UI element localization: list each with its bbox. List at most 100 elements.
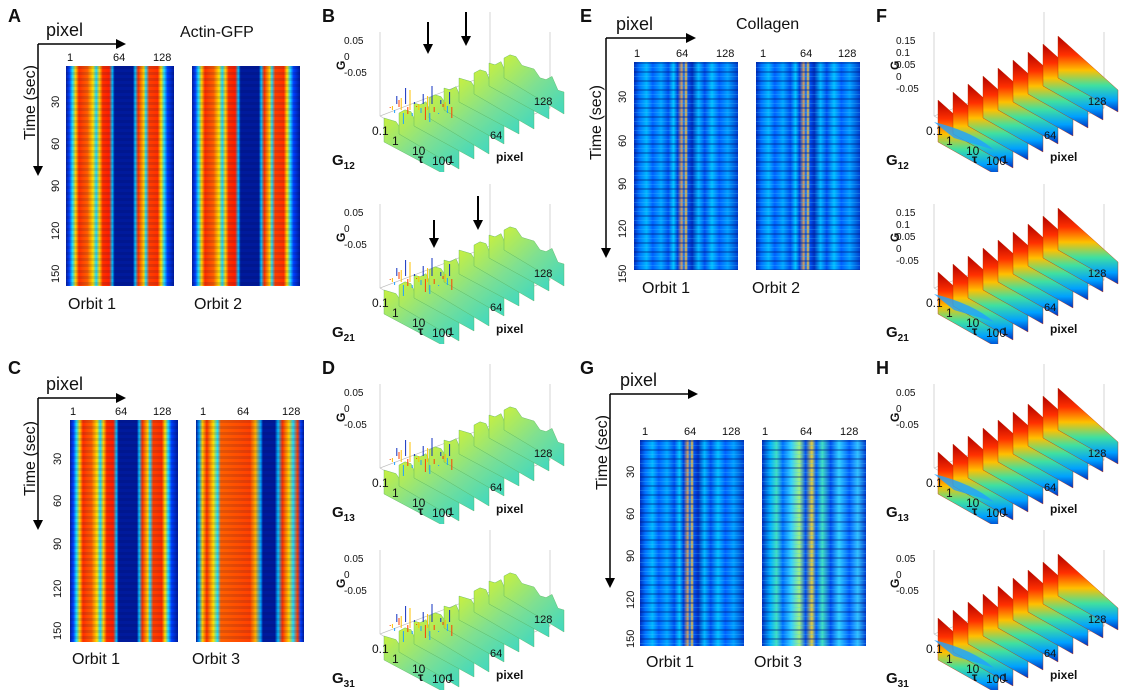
correlation-label: G31 [332, 670, 355, 690]
y-tick: 150 [52, 621, 64, 640]
correlation-surface-plot [379, 530, 565, 690]
tau-tick: 1 [946, 652, 953, 666]
tau-tick: 10 [412, 496, 426, 510]
x-tick: 128 [153, 52, 172, 64]
correlation-label-sub: 12 [897, 161, 909, 172]
tau-tick: 100 [986, 506, 1007, 520]
pixel-axis-label: pixel [496, 668, 524, 682]
y-tick: 0 [344, 224, 350, 235]
correlation-surface-plot [933, 530, 1119, 690]
y-tick: 0.05 [896, 388, 916, 399]
x-tick: 128 [722, 426, 741, 438]
y-tick: 30 [617, 90, 629, 103]
tau-tick: 0.1 [372, 642, 389, 656]
orbit-label: Orbit 2 [752, 280, 801, 297]
pixel-tick: 64 [490, 302, 503, 314]
pixel-tick: 1 [1002, 506, 1009, 518]
pixel-tick: 128 [534, 448, 553, 460]
x-tick: 1 [67, 52, 74, 64]
surface-ridge [1057, 35, 1119, 113]
time-axis-label: Time (sec) [22, 65, 39, 140]
x-tick: 64 [676, 48, 689, 60]
arrow-head [461, 36, 471, 46]
surface-base [934, 294, 994, 322]
y-tick: 90 [617, 177, 629, 190]
y-tick: -0.05 [896, 586, 919, 597]
x-tick: 1 [642, 426, 649, 438]
correlation-label: G31 [886, 670, 909, 690]
tau-tick: 100 [432, 154, 453, 168]
axis-arrows [605, 389, 698, 588]
tau-tick: 0.1 [926, 476, 943, 490]
pixel-axis-label: pixel [496, 150, 524, 164]
orbit-label: Orbit 2 [194, 296, 243, 313]
surface-ridge [1057, 207, 1119, 285]
correlation-label: G21 [886, 324, 909, 344]
pixel-axis-label: pixel [496, 502, 524, 516]
pixel-axis-label: pixel [46, 20, 84, 40]
x-tick: 64 [237, 406, 250, 418]
y-tick: 60 [52, 494, 64, 507]
correlation-surface-plot [379, 364, 565, 524]
correlation-surface-plot [379, 12, 565, 172]
x-tick: 64 [684, 426, 697, 438]
pixel-tick: 1 [448, 326, 455, 338]
pixel-axis-label: pixel [1050, 322, 1078, 336]
orbit-label: Orbit 3 [192, 651, 241, 668]
y-tick: 120 [52, 579, 64, 598]
panel-letter-b: B [322, 6, 335, 26]
pixel-tick: 1 [448, 672, 455, 684]
pixel-tick: 128 [1088, 614, 1107, 626]
orbit-label: Orbit 1 [68, 296, 117, 313]
correlation-label: G21 [332, 324, 355, 344]
kymograph-orbit1 [70, 420, 178, 642]
panel-letter-e: E [580, 6, 593, 26]
orbit-label: Orbit 1 [642, 280, 691, 297]
tau-tick: 10 [412, 662, 426, 676]
y-tick: -0.05 [344, 68, 367, 79]
x-tick: 64 [115, 406, 128, 418]
correlation-label-sub: 21 [897, 333, 909, 344]
x-tick: 1 [760, 48, 767, 60]
arrow-head [473, 220, 483, 230]
x-tick: 128 [153, 406, 172, 418]
tau-axis-label: τ [418, 152, 424, 166]
pixel-axis-label: pixel [496, 322, 524, 336]
correlation-label-sub: 31 [343, 679, 355, 690]
pixel-axis-label: pixel [1050, 668, 1078, 682]
y-tick: 120 [617, 219, 629, 238]
panel-letter-g: G [580, 358, 595, 378]
y-tick: 0.05 [896, 60, 916, 71]
arrow-head [429, 238, 439, 248]
y-tick: -0.05 [896, 84, 919, 95]
tau-tick: 0.1 [372, 124, 389, 138]
kymograph-orbit2 [756, 62, 860, 270]
tau-tick: 1 [946, 486, 953, 500]
time-axis-label: Time (sec) [588, 85, 605, 160]
tau-tick: 1 [392, 306, 399, 320]
y-tick: 120 [50, 221, 62, 240]
surface-ridge [503, 54, 565, 115]
correlation-label-main: G [886, 324, 898, 341]
y-tick: 0 [344, 404, 350, 415]
panel-letter-f: F [876, 6, 887, 26]
pixel-tick: 64 [490, 648, 503, 660]
pixel-tick: 64 [1044, 302, 1057, 314]
tau-tick: 1 [392, 652, 399, 666]
correlation-label-sub: 21 [343, 333, 355, 344]
correlation-label-sub: 13 [343, 513, 355, 524]
pixel-tick: 1 [448, 154, 455, 166]
correlation-surface-plot [933, 184, 1119, 344]
y-tick: 0 [896, 72, 902, 83]
y-tick: -0.05 [896, 256, 919, 267]
pixel-tick: 1 [1002, 326, 1009, 338]
y-tick: 0.1 [896, 220, 910, 231]
orbit-label: Orbit 3 [754, 654, 803, 671]
tau-tick: 0.1 [926, 124, 943, 138]
x-tick: 128 [840, 426, 859, 438]
time-axis-label: Time (sec) [22, 421, 39, 496]
surface-base [934, 474, 994, 502]
panel-letter-h: H [876, 358, 889, 378]
surface-ridge [503, 406, 565, 467]
correlation-label-sub: 13 [897, 513, 909, 524]
